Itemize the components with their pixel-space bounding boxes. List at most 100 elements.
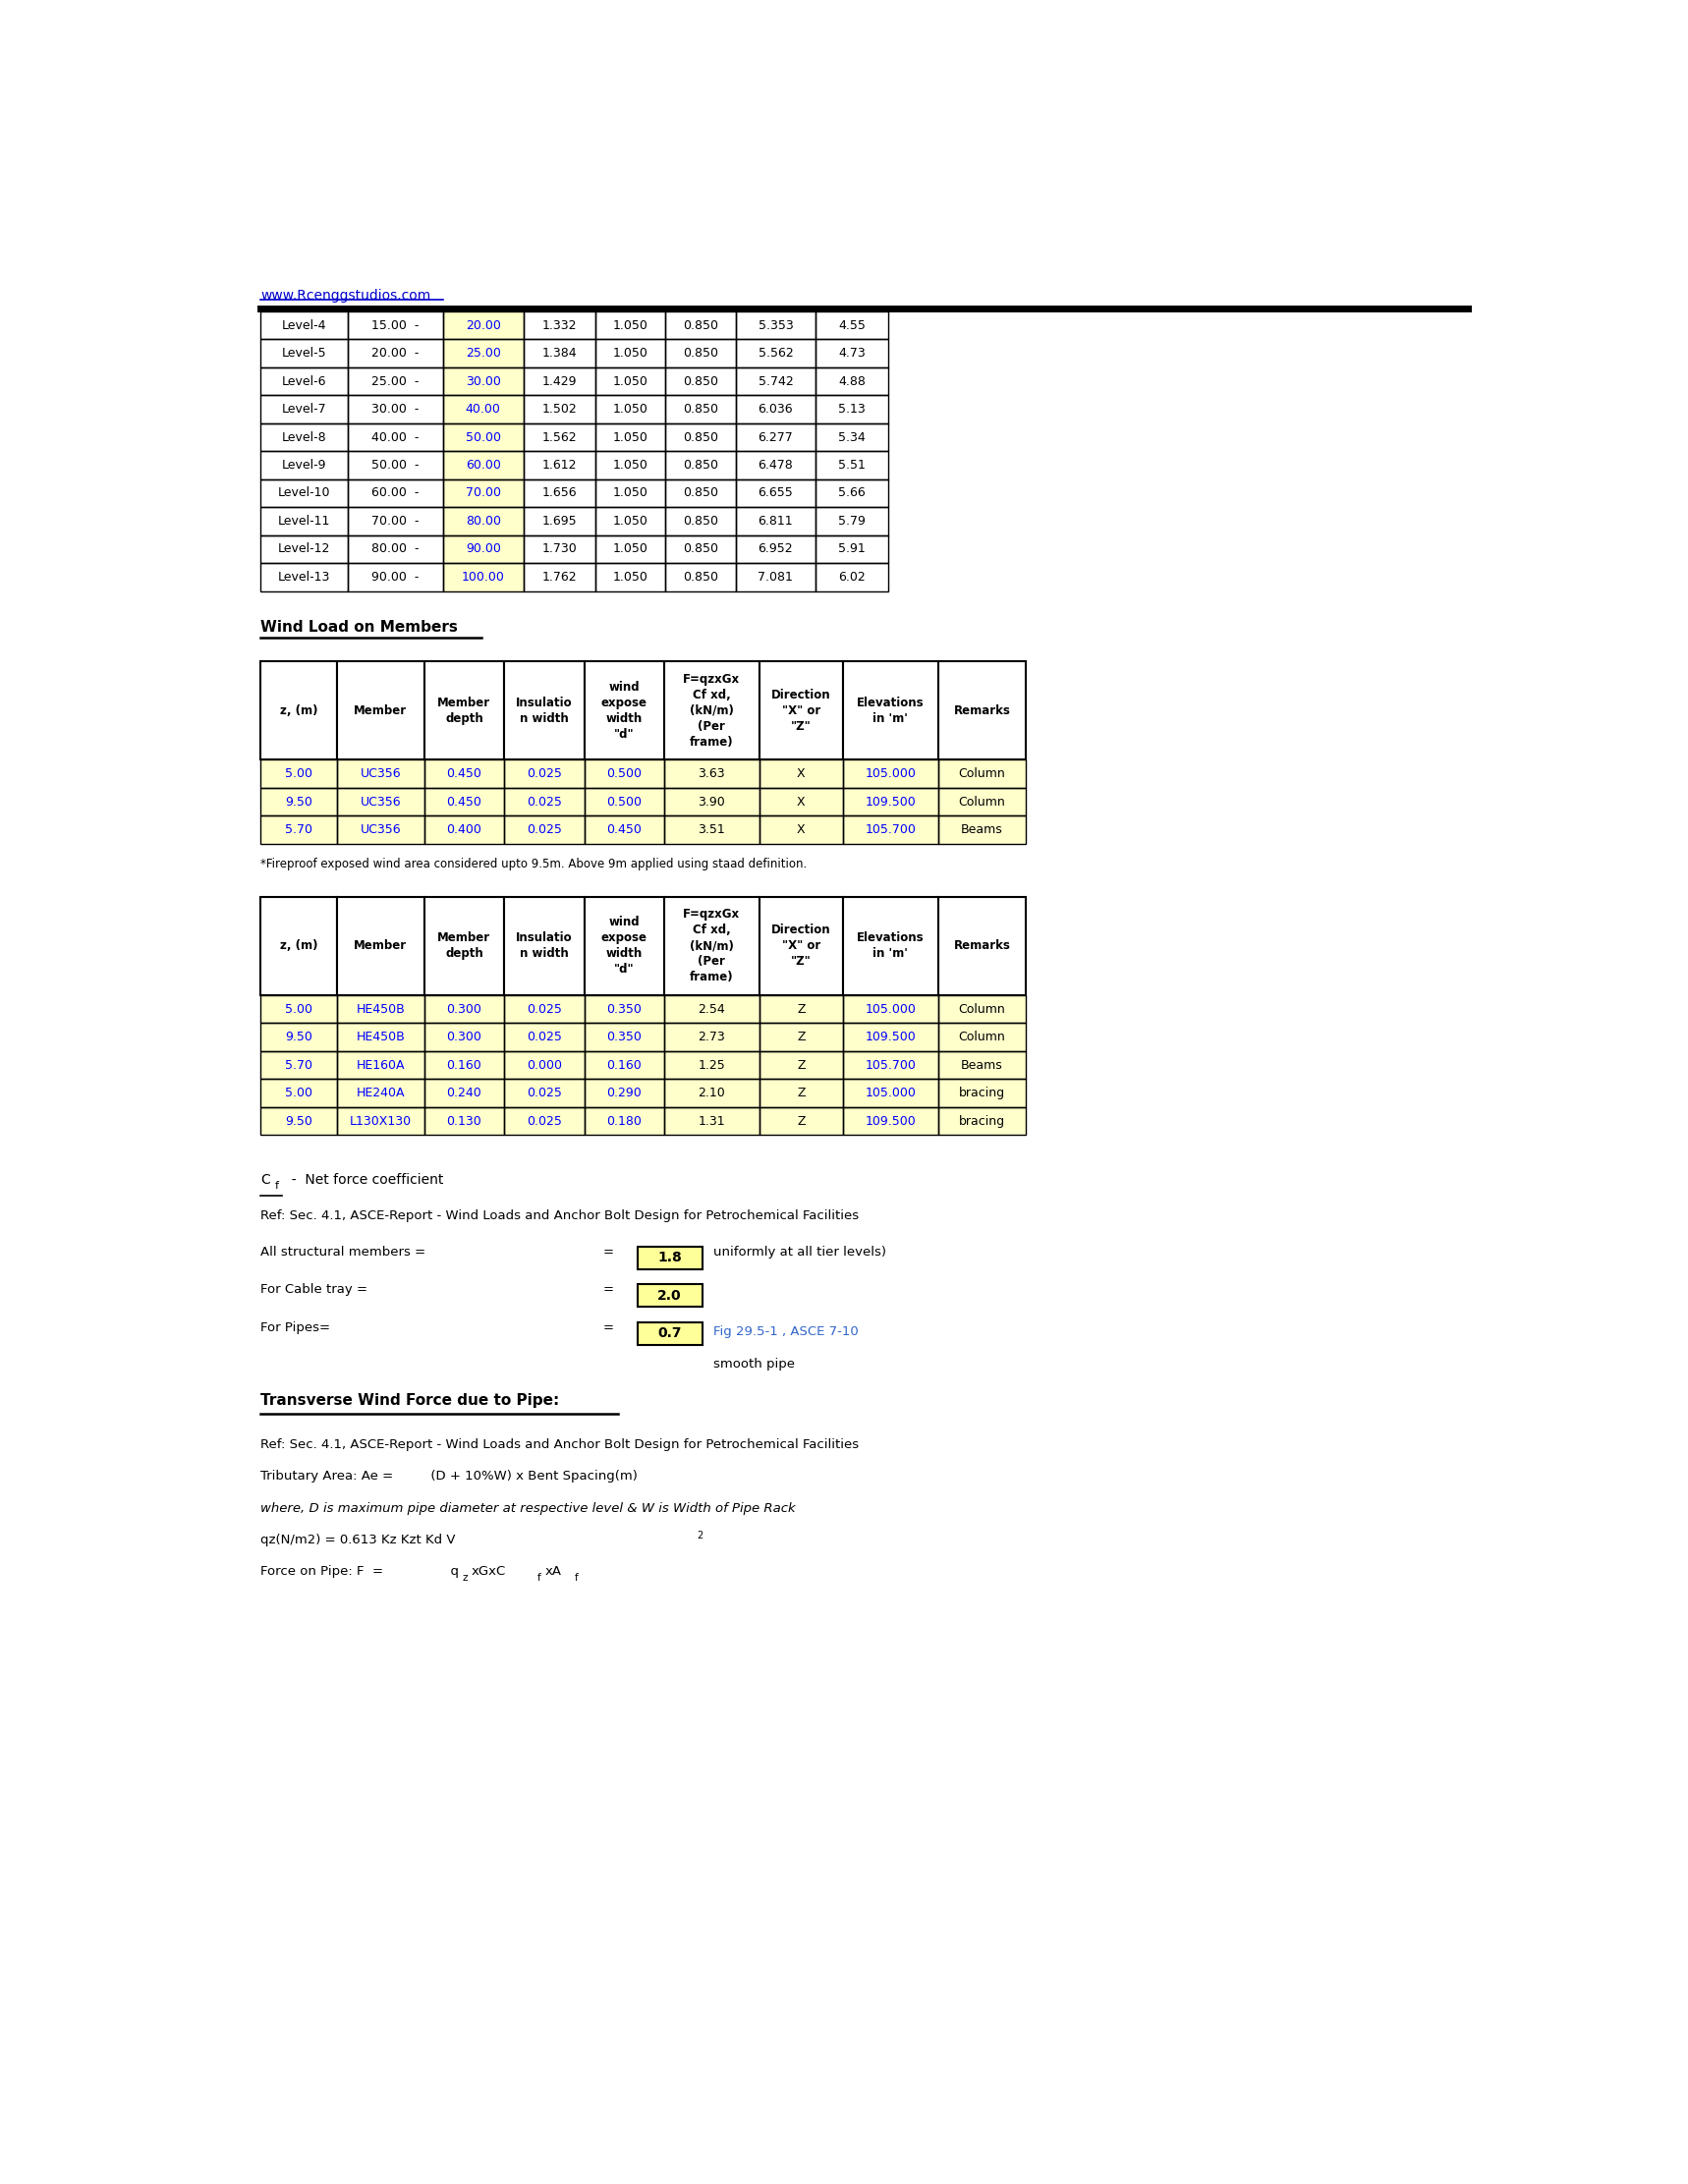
Bar (260, 507, 348, 535)
Text: 0.350: 0.350 (606, 1002, 641, 1016)
Bar (348, 424, 444, 452)
Text: 6.811: 6.811 (758, 515, 793, 529)
Text: 105.000: 105.000 (866, 1088, 917, 1099)
Bar (760, 1051, 842, 1079)
Text: 0.000: 0.000 (527, 1059, 562, 1072)
Bar (815, 395, 888, 424)
Bar (815, 452, 888, 478)
Text: For Pipes=: For Pipes= (260, 1321, 331, 1334)
Bar (424, 817, 505, 843)
Text: 6.036: 6.036 (758, 402, 793, 415)
Text: 1.050: 1.050 (613, 430, 648, 443)
Bar (260, 817, 336, 843)
Bar (260, 563, 348, 592)
Text: 5.79: 5.79 (837, 515, 866, 529)
Bar (523, 452, 596, 478)
Bar (736, 339, 815, 367)
Bar (939, 996, 1026, 1022)
Bar (424, 996, 505, 1022)
Bar (663, 662, 760, 760)
Bar (596, 535, 665, 563)
Text: uniformly at all tier levels): uniformly at all tier levels) (714, 1245, 886, 1258)
Bar (523, 339, 596, 367)
Bar (505, 898, 584, 996)
Bar (424, 996, 505, 1022)
Bar (348, 452, 444, 478)
Text: Z: Z (797, 1059, 805, 1072)
Text: 5.51: 5.51 (837, 459, 866, 472)
Bar (505, 760, 584, 788)
Bar (736, 452, 815, 478)
Bar (260, 535, 348, 563)
Bar (444, 312, 523, 339)
Bar (663, 760, 760, 788)
Bar (584, 788, 663, 817)
Text: 6.02: 6.02 (839, 570, 866, 583)
Text: 1.332: 1.332 (542, 319, 577, 332)
Bar (939, 760, 1026, 788)
Text: 5.00: 5.00 (285, 1088, 312, 1099)
Text: 2: 2 (697, 1531, 702, 1540)
Text: 40.00: 40.00 (466, 402, 501, 415)
Bar (939, 788, 1026, 817)
Text: 105.000: 105.000 (866, 767, 917, 780)
Text: Ref: Sec. 4.1, ASCE-Report - Wind Loads and Anchor Bolt Design for Petrochemical: Ref: Sec. 4.1, ASCE-Report - Wind Loads … (260, 1210, 859, 1223)
Text: 5.70: 5.70 (285, 1059, 312, 1072)
Text: F=qzxGx
Cf xd,
(kN/m)
(Per
frame): F=qzxGx Cf xd, (kN/m) (Per frame) (684, 673, 741, 749)
Bar (505, 1107, 584, 1136)
Bar (638, 1247, 702, 1269)
Text: 0.850: 0.850 (684, 544, 719, 555)
Text: 1.8: 1.8 (658, 1251, 682, 1265)
Text: z, (m): z, (m) (280, 703, 317, 716)
Bar (842, 1079, 939, 1107)
Text: 1.562: 1.562 (542, 430, 577, 443)
Bar (663, 1022, 760, 1051)
Bar (444, 535, 523, 563)
Text: =: = (603, 1321, 614, 1334)
Text: -  Net force coefficient: - Net force coefficient (284, 1173, 444, 1186)
Bar (260, 817, 336, 843)
Bar (336, 1079, 424, 1107)
Bar (523, 478, 596, 507)
Text: 20.00: 20.00 (466, 319, 501, 332)
Text: Level-7: Level-7 (282, 402, 327, 415)
Bar (505, 1079, 584, 1107)
Bar (815, 563, 888, 592)
Text: 1.31: 1.31 (699, 1114, 726, 1127)
Bar (505, 1051, 584, 1079)
Bar (505, 1051, 584, 1079)
Bar (444, 535, 523, 563)
Bar (336, 898, 424, 996)
Bar (505, 996, 584, 1022)
Text: 5.353: 5.353 (758, 319, 793, 332)
Bar (760, 1079, 842, 1107)
Bar (815, 367, 888, 395)
Text: 90.00: 90.00 (466, 544, 501, 555)
Text: 1.050: 1.050 (613, 515, 648, 529)
Text: =: = (603, 1284, 614, 1295)
Text: 5.562: 5.562 (758, 347, 793, 360)
Bar (815, 312, 888, 339)
Text: 1.695: 1.695 (542, 515, 577, 529)
Bar (760, 760, 842, 788)
Bar (523, 367, 596, 395)
Bar (444, 339, 523, 367)
Text: 0.450: 0.450 (447, 795, 481, 808)
Bar (939, 1107, 1026, 1136)
Bar (505, 1079, 584, 1107)
Text: 0.300: 0.300 (447, 1031, 481, 1044)
Bar (260, 1107, 336, 1136)
Bar (842, 898, 939, 996)
Text: 80.00  -: 80.00 - (371, 544, 420, 555)
Bar (665, 563, 736, 592)
Text: 90.00  -: 90.00 - (371, 570, 419, 583)
Bar (444, 367, 523, 395)
Text: 50.00: 50.00 (466, 430, 501, 443)
Bar (663, 996, 760, 1022)
Bar (663, 1051, 760, 1079)
Text: Tributary Area: Ae =         (D + 10%W) x Bent Spacing(m): Tributary Area: Ae = (D + 10%W) x Bent S… (260, 1470, 638, 1483)
Bar (424, 1051, 505, 1079)
Text: 1.502: 1.502 (542, 402, 577, 415)
Bar (596, 395, 665, 424)
Bar (260, 1079, 336, 1107)
